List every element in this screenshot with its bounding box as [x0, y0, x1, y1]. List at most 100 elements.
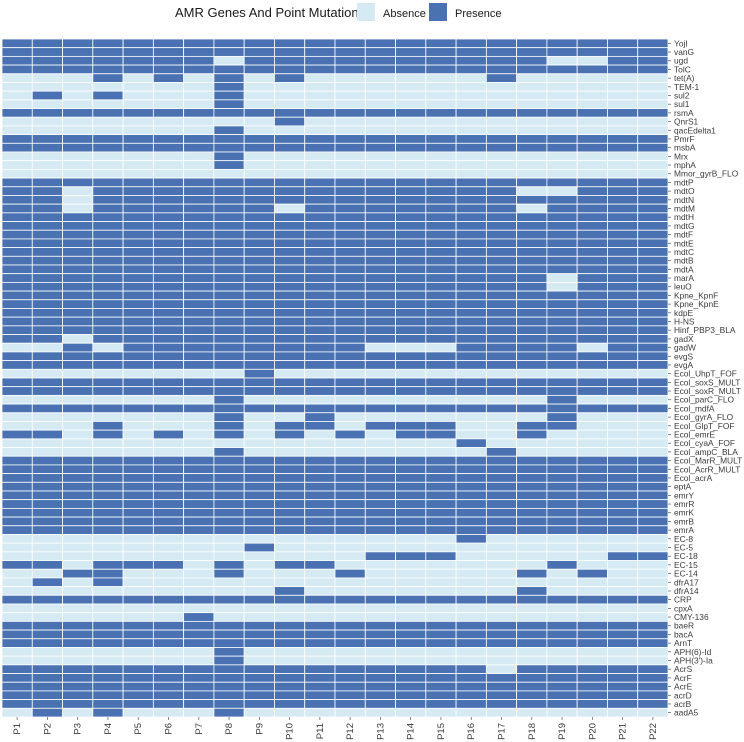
heatmap-cell-P9-EC-18	[243, 551, 275, 561]
heatmap-cell-P14-H-NS	[395, 316, 427, 327]
heatmap-cell-P5-CRP	[122, 594, 154, 605]
heatmap-cell-P12-Ecol_soxS_MULT	[334, 377, 366, 388]
heatmap-cell-P21-Mmor_gyrB_FLO	[607, 168, 639, 179]
heatmap-cell-P16-Kpne_KpnF	[455, 290, 487, 301]
heatmap-cell-P4-Ecol_cyaA_FOF	[92, 438, 124, 448]
heatmap-cell-P22-vanG	[637, 47, 669, 57]
heatmap-cell-P4-bacA	[92, 629, 124, 640]
heatmap-cell-P17-Ecol_ampC_BLA	[485, 447, 518, 457]
heatmap-cell-P10-mdtO	[274, 186, 306, 196]
heatmap-cell-P12-Ecol_ampC_BLA	[334, 447, 366, 457]
heatmap-cell-P11-dfrA14	[304, 586, 336, 596]
heatmap-cell-P7-CMY-136	[183, 612, 215, 622]
x-tick-label: P6	[164, 723, 175, 735]
heatmap-cell-P21-H-NS	[607, 316, 639, 327]
y-tick-label: APH(6)-Id	[674, 647, 712, 657]
heatmap-cell-P20-AcrE	[576, 681, 608, 692]
heatmap-cell-P6-mdtB	[152, 255, 185, 266]
heatmap-cell-P11-Ecol_AcrR_MULT	[304, 464, 336, 475]
heatmap-cell-P1-bacA	[1, 629, 33, 640]
heatmap-cell-P7-Ecol_emrE	[183, 429, 215, 440]
heatmap-cell-P19-APH(3')-Ia	[546, 655, 578, 666]
heatmap-cell-P12-CMY-136	[334, 612, 366, 622]
heatmap-cell-P13-TolC	[364, 64, 396, 75]
heatmap-cell-P10-Ecol_GlpT_FOF	[274, 421, 306, 431]
heatmap-cell-P21-YojI	[607, 38, 639, 49]
heatmap-cell-P9-Ecol_parC_FLO	[243, 394, 275, 405]
heatmap-cell-P19-emrA	[546, 525, 578, 535]
heatmap-cell-P14-baeR	[395, 620, 427, 631]
heatmap-cell-P6-mdtC	[152, 247, 185, 257]
heatmap-cell-P19-CRP	[546, 594, 578, 605]
heatmap-cell-P7-mdtA	[183, 264, 215, 275]
heatmap-cell-P16-evgA	[455, 360, 487, 370]
heatmap-cell-P21-mdtN	[607, 195, 639, 205]
legend-swatch-presence	[429, 3, 447, 21]
heatmap-cell-P11-emrA	[304, 525, 336, 535]
heatmap-cell-P15-mdtC	[425, 247, 457, 257]
y-tick-label: Hinf_PBP3_BLA	[674, 325, 736, 335]
heatmap-cell-P12-kdpE	[334, 308, 366, 318]
heatmap-cell-P14-evgS	[395, 351, 427, 362]
heatmap-cell-P12-emrY	[334, 490, 366, 501]
heatmap-cell-P11-EC-5	[304, 542, 336, 553]
heatmap-cell-P11-mdtE	[304, 238, 336, 249]
heatmap-cell-P20-EC-18	[576, 551, 608, 561]
heatmap-cell-P13-TEM-1	[364, 82, 396, 92]
heatmap-cell-P5-acrB	[122, 699, 154, 709]
y-tick-label: mdtH	[674, 212, 694, 222]
heatmap-cell-P7-rsmA	[183, 108, 215, 118]
heatmap-cell-P8-emrK	[213, 507, 245, 518]
heatmap-cell-P20-CMY-136	[576, 612, 608, 622]
heatmap-cell-P5-ugd	[122, 55, 154, 66]
heatmap-cell-P20-kdpE	[576, 308, 608, 318]
heatmap-cell-P10-mdtN	[274, 195, 306, 205]
heatmap-cell-P13-emrK	[364, 507, 396, 518]
heatmap-cell-P4-Ecol_gyrA_FLO	[92, 412, 124, 422]
heatmap-cell-P17-evgA	[485, 360, 518, 370]
heatmap-cell-P6-Ecol_gyrA_FLO	[152, 412, 185, 422]
heatmap-cell-P8-Ecol_emrE	[213, 429, 245, 440]
heatmap-cell-P7-TEM-1	[183, 82, 215, 92]
heatmap-cell-P15-CRP	[425, 594, 457, 605]
heatmap-cell-P7-TolC	[183, 64, 215, 75]
heatmap-cell-P2-EC-14	[31, 568, 63, 579]
heatmap-cell-P7-Ecol_parC_FLO	[183, 394, 215, 405]
heatmap-cell-P17-Ecol_emrE	[485, 429, 518, 440]
heatmap-cell-P2-AcrE	[31, 681, 63, 692]
heatmap-cell-P8-emrR	[213, 499, 245, 509]
heatmap-cell-P10-mphA	[274, 160, 306, 170]
heatmap-cell-P12-emrR	[334, 499, 366, 509]
heatmap-cell-P18-Kpne_KpnF	[516, 290, 548, 301]
heatmap-cell-P13-acrB	[364, 699, 396, 709]
heatmap-cell-P6-qacEdelta1	[152, 125, 185, 136]
heatmap-cell-P7-EC-8	[183, 534, 215, 544]
heatmap-cell-P19-TolC	[546, 64, 578, 75]
heatmap-cell-P12-Mrx	[334, 151, 366, 162]
heatmap-cell-P22-mdtA	[637, 264, 669, 275]
heatmap-cell-P9-ugd	[243, 55, 275, 66]
heatmap-cell-P1-mdtP	[1, 177, 33, 188]
y-tick-label: Mrx	[674, 151, 689, 161]
heatmap-cell-P6-emrK	[152, 507, 185, 518]
heatmap-cell-P19-rsmA	[546, 108, 578, 118]
heatmap-cell-P9-emrA	[243, 525, 275, 535]
heatmap-cell-P10-vanG	[274, 47, 306, 57]
heatmap-cell-P9-mdtP	[243, 177, 275, 188]
heatmap-cell-P14-mdtG	[395, 221, 427, 231]
heatmap-cell-P16-AcrS	[455, 664, 487, 674]
heatmap-cell-P14-AcrE	[395, 681, 427, 692]
heatmap-cell-P17-msbA	[485, 142, 518, 153]
heatmap-cell-P18-mdtG	[516, 221, 548, 231]
heatmap-cell-P22-ugd	[637, 55, 669, 66]
heatmap-cell-P11-Ecol_ampC_BLA	[304, 447, 336, 457]
heatmap-cell-P3-EC-8	[62, 534, 94, 544]
heatmap-cell-P2-tet(A)	[31, 73, 63, 83]
heatmap-cell-P2-Ecol_MarR_MULT	[31, 455, 63, 466]
heatmap-cell-P7-mdtE	[183, 238, 215, 249]
heatmap-cell-P2-emrR	[31, 499, 63, 509]
heatmap-cell-P12-aadA5	[334, 707, 366, 718]
heatmap-cell-P9-mdtB	[243, 255, 275, 266]
heatmap-cell-P21-acrB	[607, 699, 639, 709]
heatmap-cell-P14-Ecol_AcrR_MULT	[395, 464, 427, 475]
